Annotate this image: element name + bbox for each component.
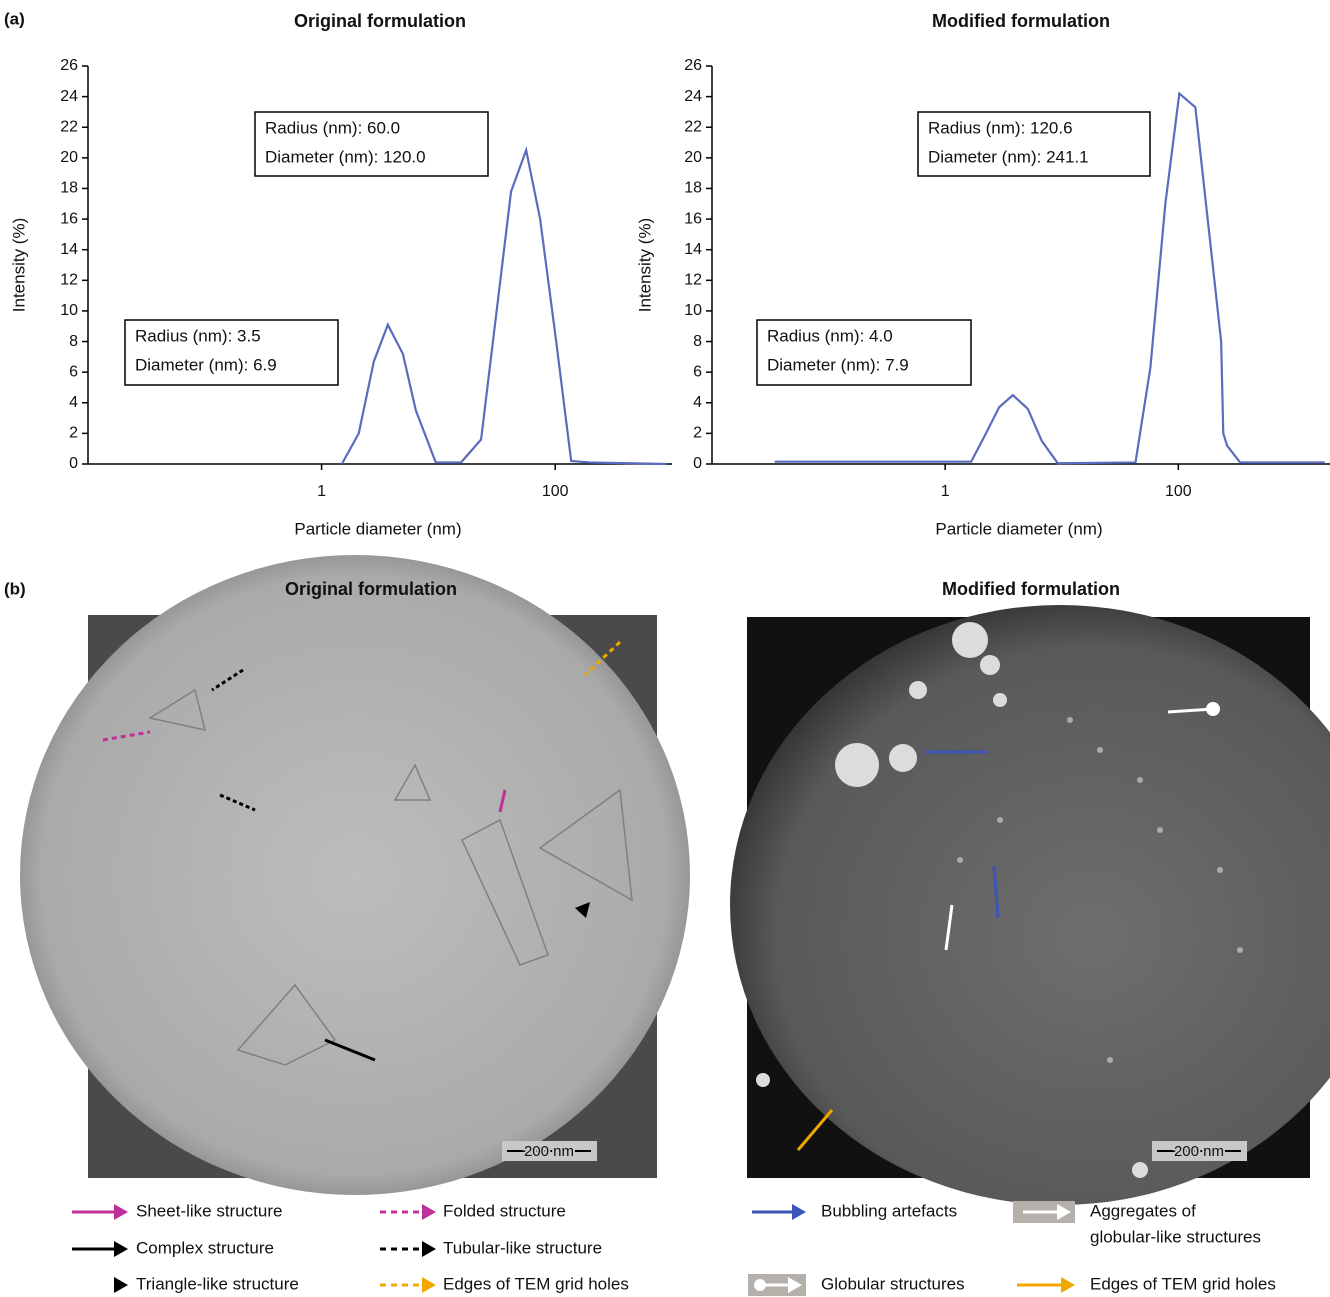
y-tick-label: 18 [684, 180, 702, 197]
tem-arrows [102, 640, 622, 1062]
annotation-text: Radius (nm): 60.0 [265, 118, 400, 137]
arrow-head [422, 1241, 436, 1257]
scale-bar-label: 200 nm [524, 1143, 574, 1160]
chart-title: Modified formulation [932, 11, 1110, 31]
data-line [774, 91, 1325, 465]
annotation-text: Diameter (nm): 6.9 [135, 355, 277, 374]
arrow-head [114, 1241, 128, 1257]
annotation-text: Radius (nm): 3.5 [135, 326, 261, 345]
y-tick-label: 16 [60, 210, 78, 227]
arrow-head [1057, 1204, 1071, 1220]
annotation-box [254, 111, 489, 177]
y-tick-label: 26 [60, 57, 78, 74]
legend-label: Bubbling artefacts [821, 1201, 957, 1220]
y-tick-label: 22 [684, 118, 702, 135]
y-tick-label: 24 [60, 88, 78, 105]
y-tick-label: 20 [60, 149, 78, 166]
legend-label: Edges of TEM grid holes [1090, 1274, 1276, 1293]
y-tick-label: 22 [60, 118, 78, 135]
panel-label: (b) [4, 579, 26, 598]
y-tick-label: 8 [693, 333, 702, 350]
annotation-box [124, 319, 339, 386]
legend-label: Globular structures [821, 1274, 965, 1293]
x-axis-label: Particle diameter (nm) [294, 519, 461, 538]
legend-dot [754, 1279, 766, 1291]
legend-label: Aggregates of [1090, 1201, 1196, 1220]
image-title: Original formulation [285, 579, 457, 599]
arrow-head [114, 1277, 128, 1293]
y-tick-label: 2 [693, 425, 702, 442]
tem-globules [756, 622, 1148, 1178]
y-tick-label: 14 [60, 241, 78, 258]
y-axis-label: Intensity (%) [635, 218, 654, 312]
annotation-text: Radius (nm): 4.0 [767, 326, 893, 345]
arrow-head [422, 1204, 436, 1220]
arrow-head [1061, 1277, 1075, 1293]
y-tick-label: 4 [69, 394, 78, 411]
legend-label: Triangle-like structure [136, 1274, 299, 1293]
legend-label: Sheet-like structure [136, 1201, 282, 1220]
y-tick-label: 12 [60, 272, 78, 289]
y-tick-label: 6 [69, 363, 78, 380]
annotation-text: Diameter (nm): 241.1 [928, 147, 1089, 166]
legend-label: Tubular-like structure [443, 1238, 602, 1257]
y-tick-label: 0 [69, 455, 78, 472]
y-tick-label: 10 [684, 302, 702, 319]
annotation-text: Radius (nm): 120.6 [928, 118, 1073, 137]
annotation-text: Diameter (nm): 120.0 [265, 147, 426, 166]
arrow-head [422, 1277, 436, 1293]
y-tick-label: 16 [684, 210, 702, 227]
tem-grid-hole [730, 605, 1330, 1205]
panel-label: (a) [4, 9, 25, 28]
y-axis-label: Intensity (%) [9, 218, 28, 312]
y-tick-label: 0 [693, 455, 702, 472]
legend-label: globular-like structures [1090, 1227, 1261, 1246]
y-tick-label: 14 [684, 241, 702, 258]
x-axis-label: Particle diameter (nm) [935, 519, 1102, 538]
y-tick-label: 6 [693, 363, 702, 380]
y-tick-label: 24 [684, 88, 702, 105]
arrow-head [788, 1277, 802, 1293]
x-tick-label: 100 [1165, 483, 1192, 500]
tem-small-globules [957, 717, 1243, 1063]
x-tick-label: 1 [941, 483, 950, 500]
tem-structures [148, 688, 633, 1066]
tem-arrows [796, 702, 1220, 1151]
annotation-text: Diameter (nm): 7.9 [767, 355, 909, 374]
scale-bar-label: 200 nm [1174, 1143, 1224, 1160]
annotation-box [756, 319, 972, 386]
y-tick-label: 12 [684, 272, 702, 289]
tem-grid-hole [20, 555, 690, 1195]
annotation-box [917, 111, 1151, 177]
chart-title: Original formulation [294, 11, 466, 31]
y-tick-label: 10 [60, 302, 78, 319]
y-tick-label: 26 [684, 57, 702, 74]
x-tick-label: 1 [317, 483, 326, 500]
y-tick-label: 18 [60, 180, 78, 197]
image-title: Modified formulation [942, 579, 1120, 599]
y-tick-label: 20 [684, 149, 702, 166]
legend-label: Complex structure [136, 1238, 274, 1257]
arrow-head [114, 1204, 128, 1220]
data-line [340, 146, 667, 466]
legend-label: Folded structure [443, 1201, 566, 1220]
legend-label: Edges of TEM grid holes [443, 1274, 629, 1293]
y-tick-label: 2 [69, 425, 78, 442]
arrow-head [792, 1204, 806, 1220]
y-tick-label: 8 [69, 333, 78, 350]
x-tick-label: 100 [542, 483, 569, 500]
y-tick-label: 4 [693, 394, 702, 411]
